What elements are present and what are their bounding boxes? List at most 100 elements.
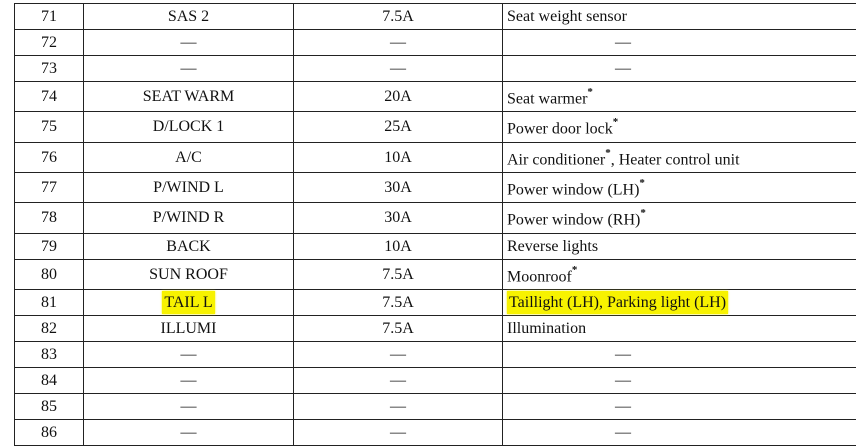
fuse-name-text: BACK (166, 238, 210, 255)
fuse-number: 80 (15, 259, 84, 289)
circuit-description: Reverse lights (503, 233, 856, 259)
circuit-description-text: — (615, 30, 631, 55)
fuse-name-text: ILLUMI (161, 320, 217, 337)
fuse-number: 84 (15, 367, 84, 393)
fuse-name: — (84, 56, 294, 82)
circuit-description: Moonroof* (503, 259, 856, 289)
fuse-number: 76 (15, 142, 84, 172)
fuse-amperage: 25A (294, 112, 503, 142)
fuse-name: TAIL L (84, 289, 294, 315)
footnote-marker: * (613, 116, 619, 128)
fuse-number-text: 74 (41, 88, 57, 105)
fuse-name: SEAT WARM (84, 82, 294, 112)
fuse-name-text: — (181, 372, 197, 389)
fuse-name: ILLUMI (84, 315, 294, 341)
fuse-number: 73 (15, 56, 84, 82)
fuse-amperage: — (294, 393, 503, 419)
circuit-description: — (503, 393, 856, 419)
fuse-name: — (84, 393, 294, 419)
circuit-description-text: — (615, 394, 631, 419)
fuse-name: — (84, 419, 294, 445)
fuse-amperage: — (294, 341, 503, 367)
table-row: 76 A/C 10A Air conditioner*, Heater control… (15, 142, 856, 172)
circuit-description: Power window (RH)* (503, 203, 856, 233)
circuit-description-text: Taillight (LH), Parking light (LH) (507, 291, 728, 314)
fuse-amperage-text: — (390, 398, 406, 415)
fuse-name-text: — (181, 346, 197, 363)
table-row: 71 SAS 2 7.5A Seat weight sensor (15, 4, 856, 30)
fuse-number: 83 (15, 341, 84, 367)
fuse-amperage-text: 7.5A (382, 8, 414, 25)
footnote-marker: * (572, 264, 578, 276)
table-row: 86——— (15, 419, 856, 445)
fuse-amperage: 10A (294, 233, 503, 259)
fuse-number-text: 82 (41, 320, 57, 337)
circuit-description-text: Moonroof (507, 268, 572, 285)
fuse-name-text: D/LOCK 1 (153, 118, 225, 135)
fuse-amperage-text: 7.5A (382, 294, 414, 311)
fuse-name: P/WIND R (84, 203, 294, 233)
fuse-name-text: TAIL L (162, 291, 214, 314)
circuit-description-text: Air conditioner (507, 151, 605, 168)
fuse-number: 78 (15, 203, 84, 233)
circuit-description: Power door lock* (503, 112, 856, 142)
circuit-description-text: Illumination (507, 320, 586, 337)
circuit-description: Illumination (503, 315, 856, 341)
table-row: 84——— (15, 367, 856, 393)
circuit-description-text: Reverse lights (507, 238, 598, 255)
fuse-number-text: 71 (41, 8, 57, 25)
fuse-number-text: 72 (41, 34, 57, 51)
fuse-number-text: 84 (41, 372, 57, 389)
fuse-amperage-text: — (390, 346, 406, 363)
fuse-number-text: 79 (41, 238, 57, 255)
fuse-number-text: 81 (41, 294, 57, 311)
table-row: 72 — — — (15, 30, 856, 56)
fuse-name-text: SUN ROOF (149, 266, 228, 283)
fuse-name: A/C (84, 142, 294, 172)
footnote-marker: * (605, 147, 611, 159)
fuse-number-text: 77 (41, 179, 57, 196)
fuse-number: 72 (15, 30, 84, 56)
fuse-name-text: P/WIND R (153, 209, 225, 226)
circuit-description: Power window (LH)* (503, 172, 856, 202)
fuse-amperage-text: — (390, 34, 406, 51)
fuse-amperage: 7.5A (294, 4, 503, 30)
fuse-number: 79 (15, 233, 84, 259)
circuit-description-extra: , Heater control unit (611, 151, 740, 168)
fuse-name-text: — (181, 34, 197, 51)
fuse-name: SAS 2 (84, 4, 294, 30)
circuit-description: Taillight (LH), Parking light (LH) (503, 289, 856, 315)
fuse-name: — (84, 30, 294, 56)
fuse-number: 82 (15, 315, 84, 341)
fuse-number: 85 (15, 393, 84, 419)
fuse-number: 81 (15, 289, 84, 315)
circuit-description-text: Seat weight sensor (507, 8, 627, 25)
fuse-name-text: A/C (175, 149, 202, 166)
fuse-amperage-text: 30A (384, 209, 412, 226)
table-row: 75 D/LOCK 1 25A Power door lock* (15, 112, 856, 142)
fuse-name: — (84, 367, 294, 393)
fuse-number-text: 73 (41, 60, 57, 77)
fuse-amperage-text: 10A (384, 149, 412, 166)
fuse-amperage: 20A (294, 82, 503, 112)
fuse-amperage: 7.5A (294, 315, 503, 341)
footnote-marker: * (639, 177, 645, 189)
fuse-number-text: 78 (41, 209, 57, 226)
circuit-description: Seat warmer* (503, 82, 856, 112)
fuse-amperage-text: — (390, 424, 406, 441)
fuse-amperage: — (294, 419, 503, 445)
fuse-amperage: — (294, 30, 503, 56)
circuit-description-text: — (615, 420, 631, 445)
circuit-description: Air conditioner*, Heater control unit (503, 142, 856, 172)
fuse-amperage: 10A (294, 142, 503, 172)
table-row: 81 TAIL L 7.5A Taillight (LH), Parking ligh… (15, 289, 856, 315)
circuit-description-text: Power window (RH) (507, 212, 640, 229)
fuse-amperage-text: 30A (384, 179, 412, 196)
fuse-number: 74 (15, 82, 84, 112)
fuse-number-text: 75 (41, 118, 57, 135)
circuit-description: — (503, 419, 856, 445)
fuse-amperage-text: 25A (384, 118, 412, 135)
